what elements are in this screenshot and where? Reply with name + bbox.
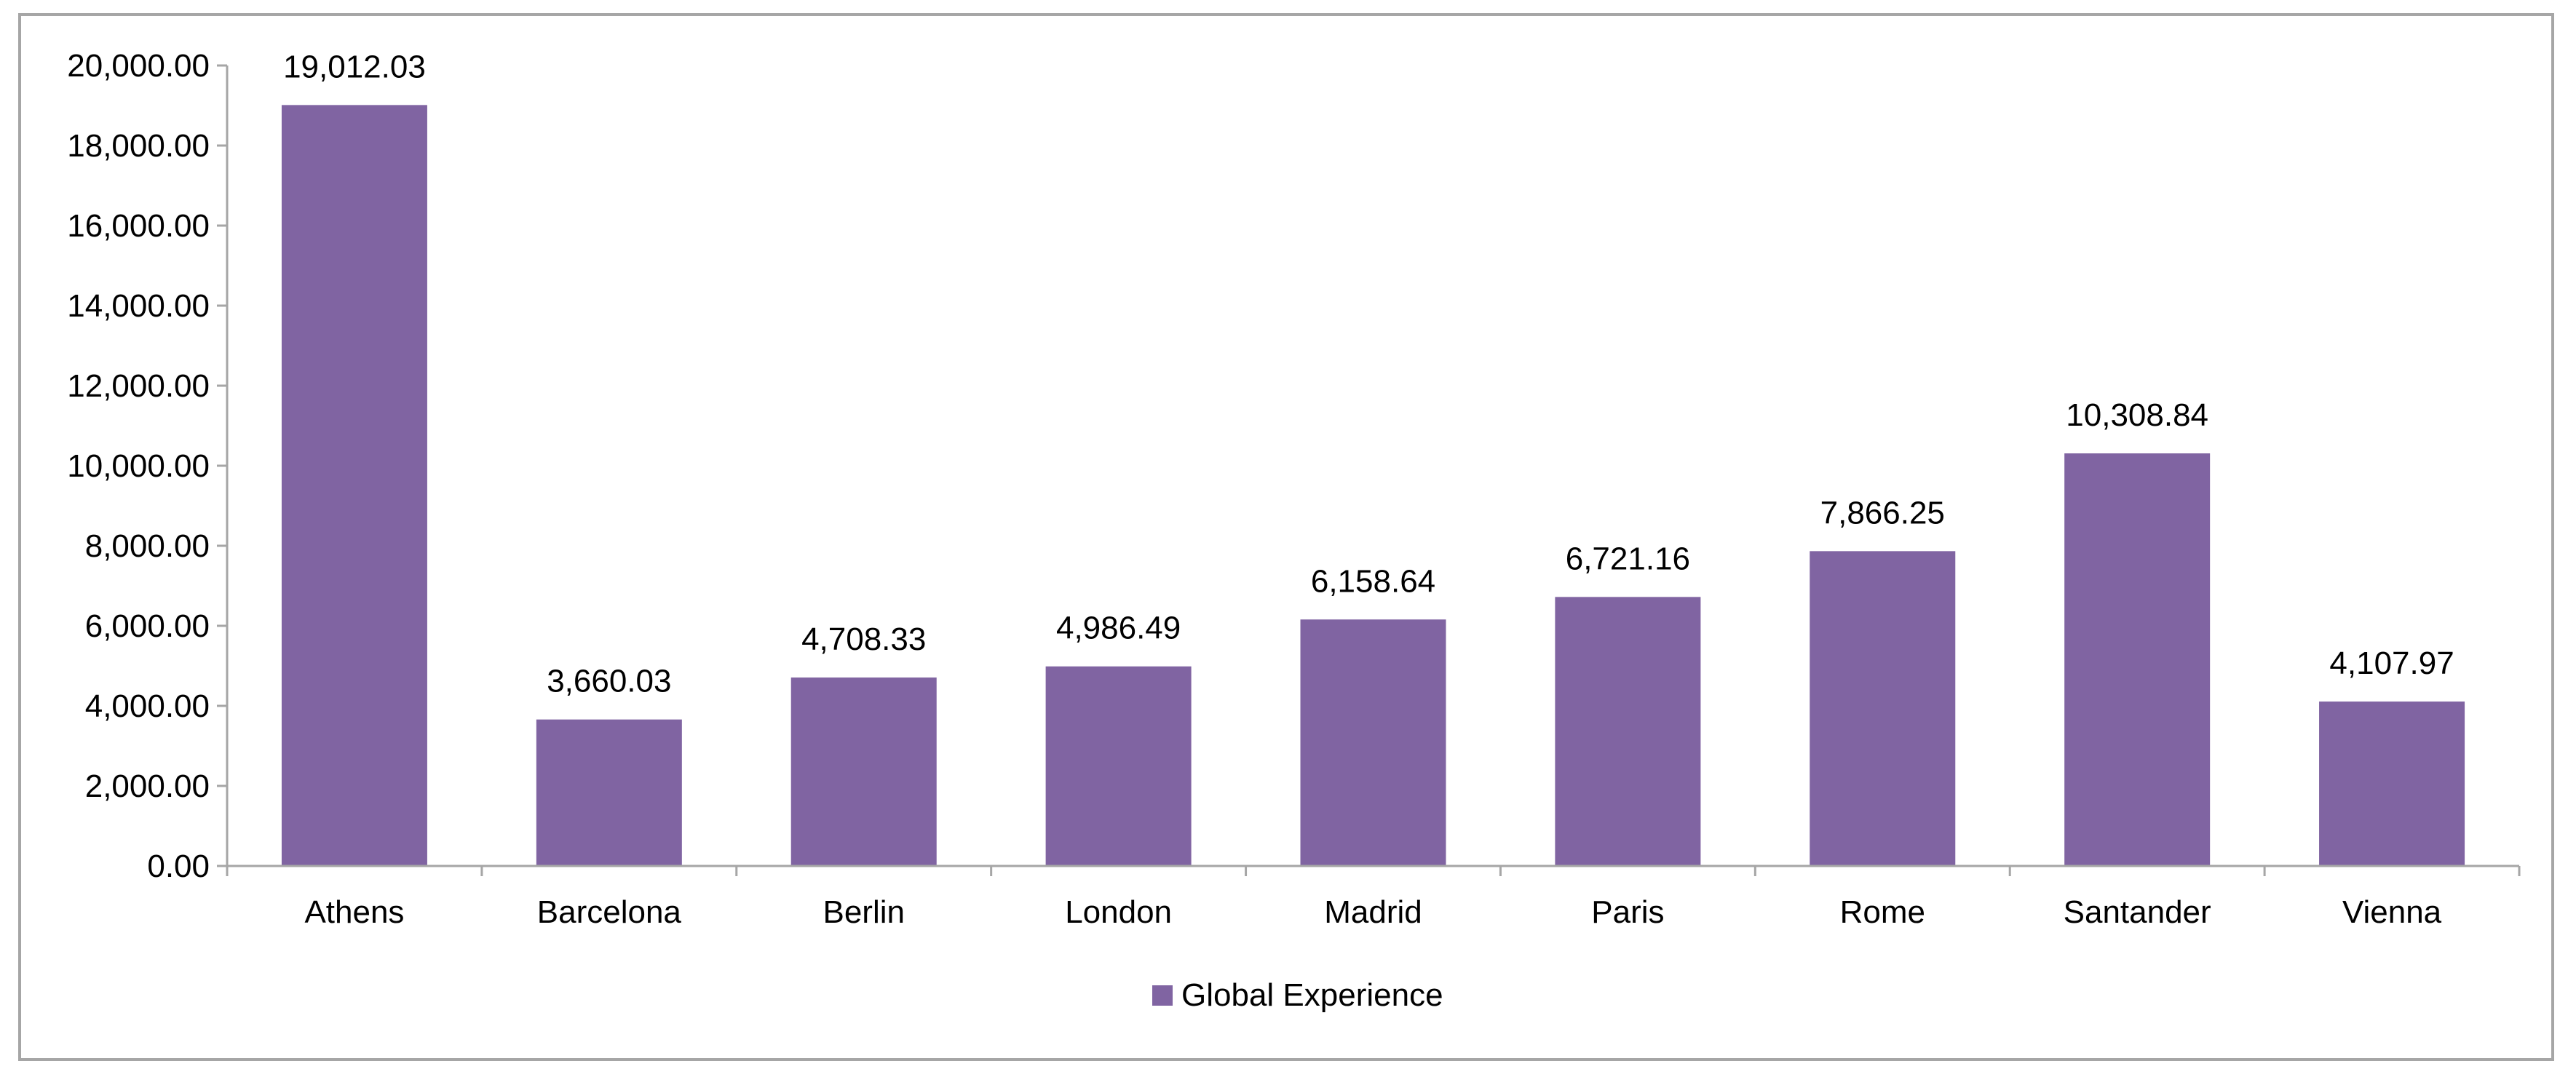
bar-berlin [790, 677, 937, 866]
legend-swatch [1152, 985, 1173, 1006]
y-axis: 0.00 2,000.00 4,000.00 6,000.00 8,000.00 10,0… [67, 48, 229, 884]
y-tick-label: 18,000.00 [67, 128, 210, 164]
x-tick-label-barcelona: Barcelona [537, 894, 682, 930]
bar-athens [281, 105, 427, 866]
x-tick-label-paris: Paris [1591, 894, 1664, 930]
bar-rome [1810, 551, 1956, 866]
data-label-madrid: 6,158.64 [1311, 563, 1435, 599]
y-tick-label: 10,000.00 [67, 448, 210, 484]
x-tick-label-santander: Santander [2064, 894, 2211, 930]
x-tick-label-rome: Rome [1840, 894, 1925, 930]
data-label-rome: 7,866.25 [1820, 495, 1945, 530]
y-tick-label: 4,000.00 [85, 688, 210, 724]
chart-container: 0.00 2,000.00 4,000.00 6,000.00 8,000.00 10,0… [18, 13, 2554, 1061]
bars [281, 105, 2465, 866]
data-label-london: 4,986.49 [1056, 611, 1181, 646]
y-tick-label: 2,000.00 [85, 768, 210, 804]
legend: Global Experience [1152, 977, 1443, 1013]
data-label-athens: 19,012.03 [283, 49, 426, 84]
x-tick-label-berlin: Berlin [823, 894, 905, 930]
data-label-paris: 6,721.16 [1566, 541, 1690, 576]
bar-santander [2064, 453, 2211, 866]
y-tick-label: 6,000.00 [85, 608, 210, 644]
x-tick-label-athens: Athens [304, 894, 404, 930]
bar-vienna [2319, 702, 2465, 866]
x-tick-label-vienna: Vienna [2342, 894, 2442, 930]
data-labels: 19,012.03 3,660.03 4,708.33 4,986.49 6,158.6… [283, 49, 2454, 699]
x-axis: Athens Barcelona Berlin London Madrid Paris Ro… [226, 865, 2521, 930]
x-tick-label-madrid: Madrid [1324, 894, 1422, 930]
y-tick-label: 14,000.00 [67, 288, 210, 324]
data-label-berlin: 4,708.33 [801, 621, 926, 657]
data-label-vienna: 4,107.97 [2329, 645, 2454, 681]
bar-barcelona [536, 719, 682, 866]
bar-madrid [1300, 619, 1446, 866]
bar-paris [1555, 597, 1701, 866]
legend-label: Global Experience [1181, 977, 1443, 1013]
x-tick-label-london: London [1065, 894, 1172, 930]
y-tick-label: 12,000.00 [67, 368, 210, 404]
y-tick-label: 20,000.00 [67, 48, 210, 84]
bar-chart: 0.00 2,000.00 4,000.00 6,000.00 8,000.00 10,0… [67, 48, 2521, 1013]
y-tick-label: 8,000.00 [85, 528, 210, 564]
data-label-barcelona: 3,660.03 [547, 664, 671, 699]
bar-london [1045, 666, 1192, 866]
y-tick-label: 16,000.00 [67, 208, 210, 244]
y-tick-label: 0.00 [147, 849, 210, 884]
data-label-santander: 10,308.84 [2066, 397, 2208, 433]
